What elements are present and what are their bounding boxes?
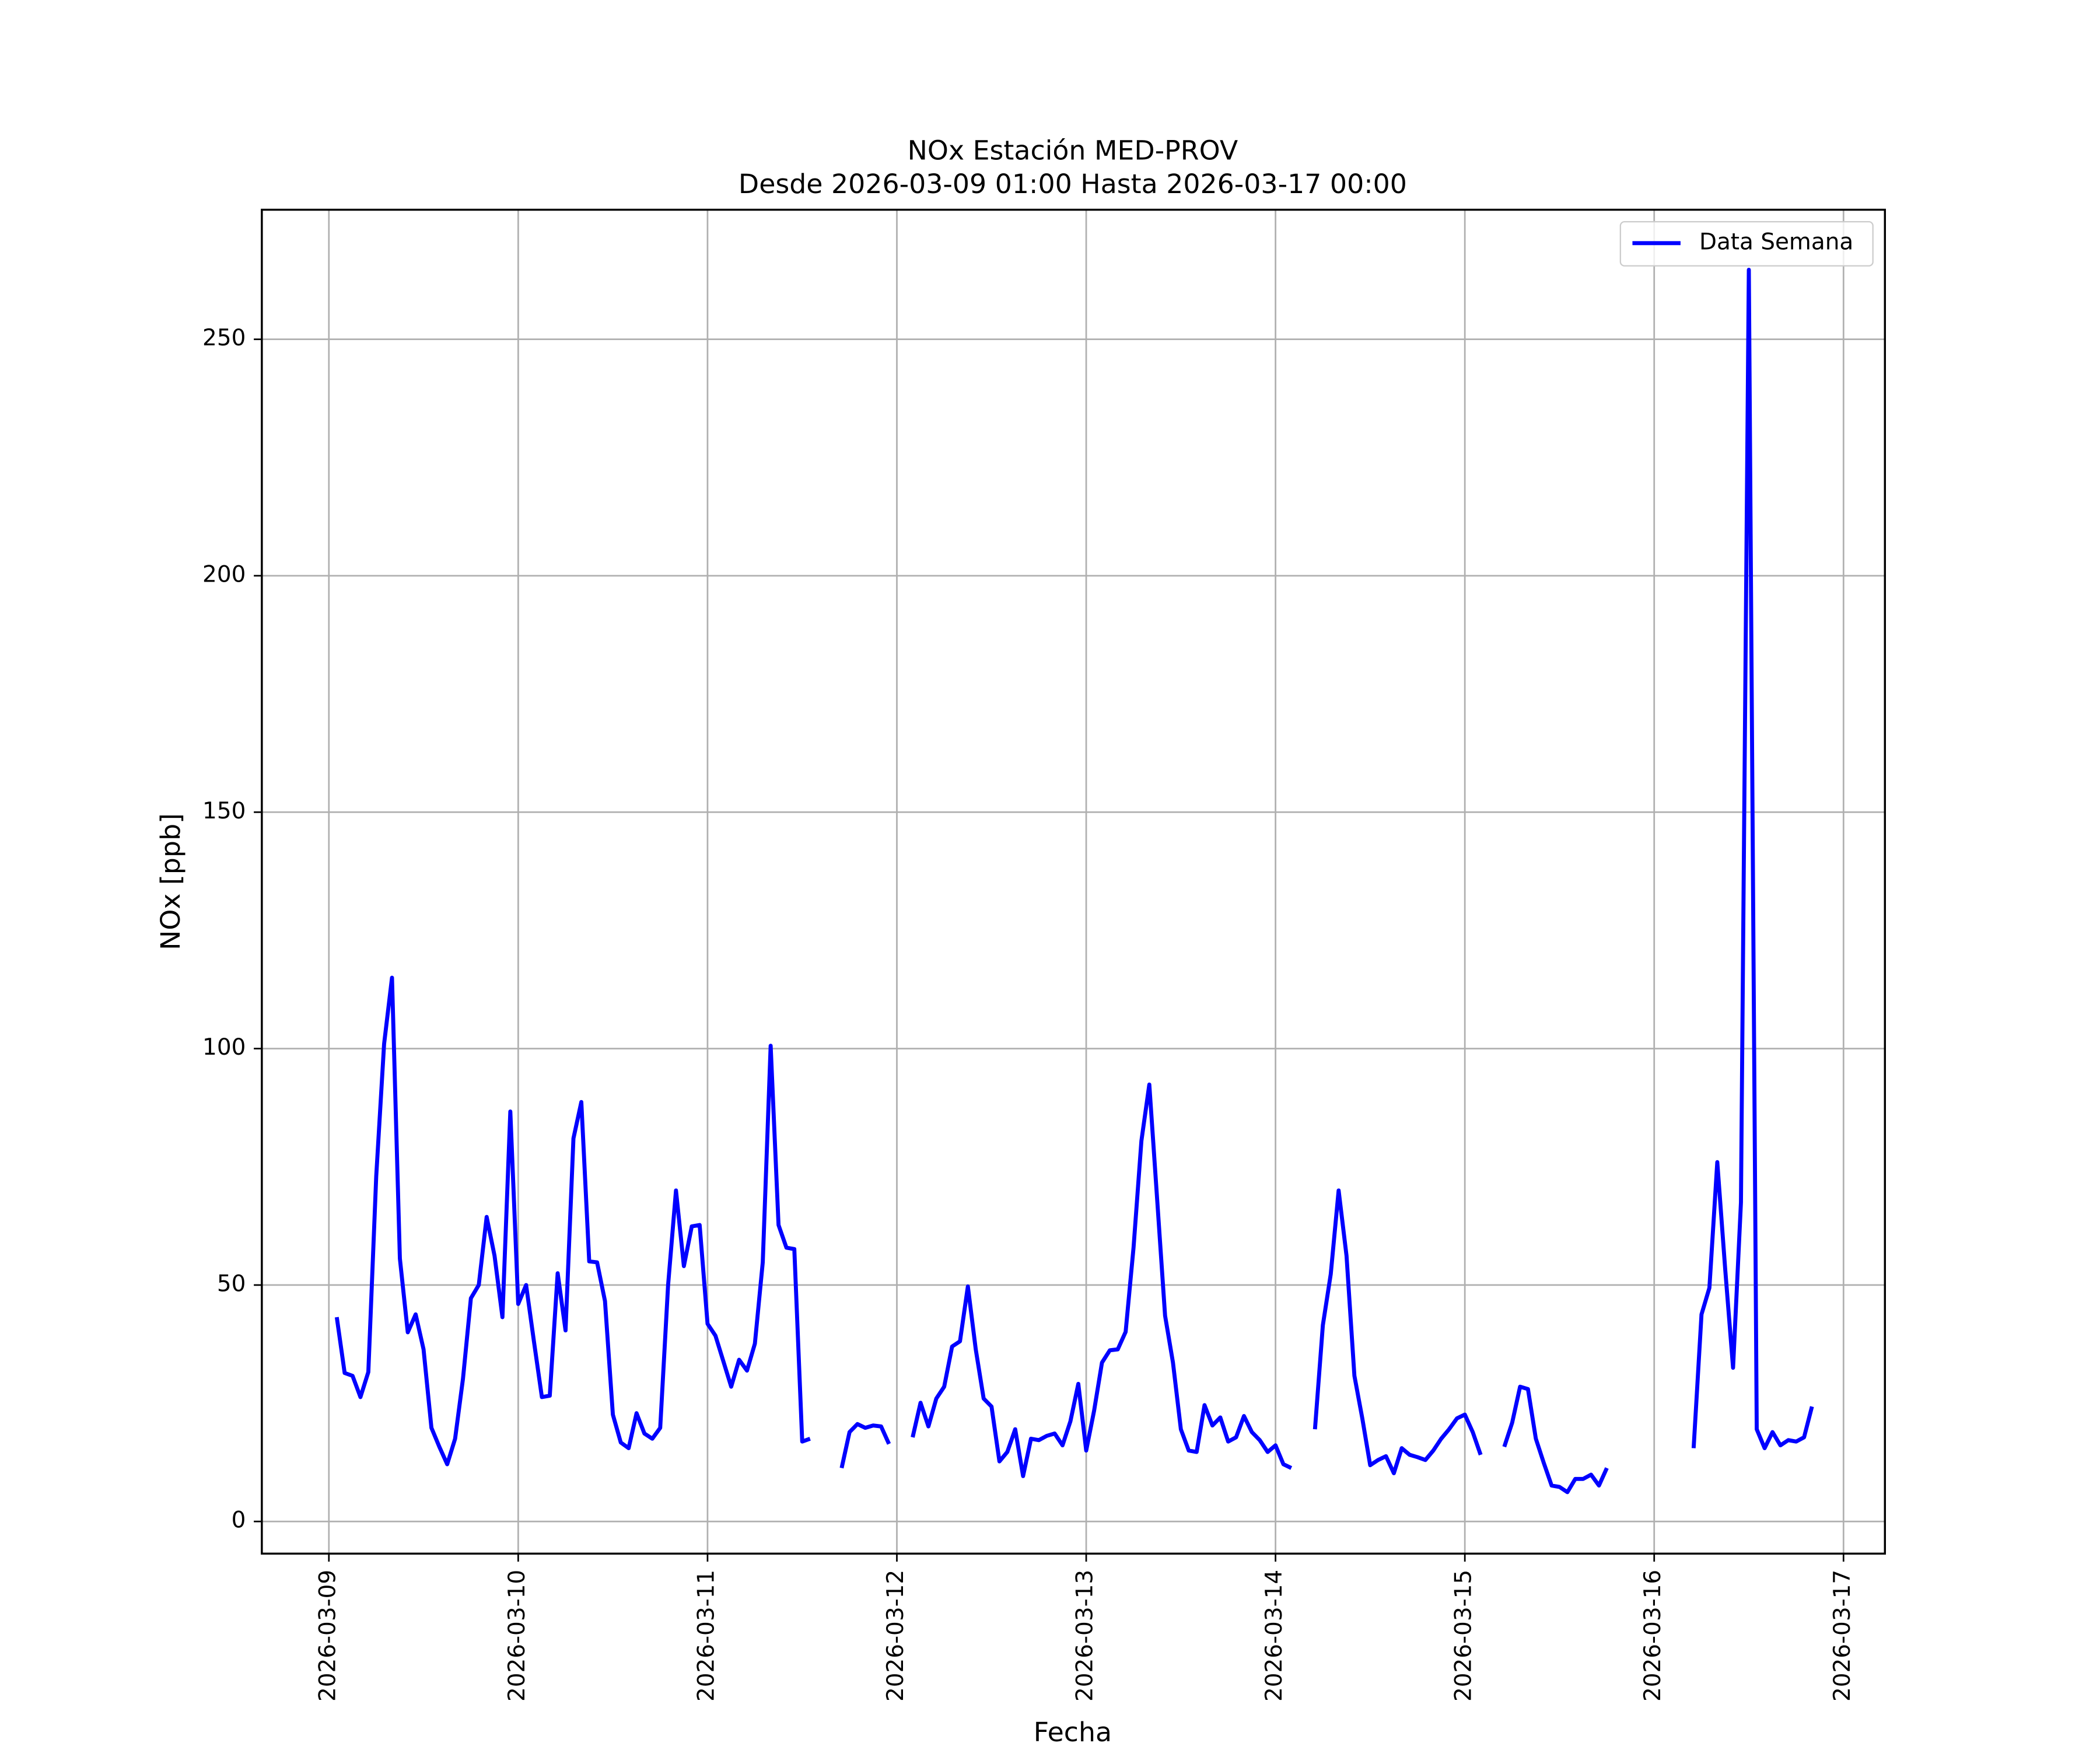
y-tick-label: 150 — [202, 798, 246, 824]
x-tick-label: 2026-03-16 — [1640, 1570, 1666, 1702]
legend-label: Data Semana — [1699, 229, 1853, 255]
x-tick-label: 2026-03-15 — [1451, 1570, 1477, 1702]
x-tick-label: 2026-03-14 — [1261, 1570, 1287, 1702]
plot-frame — [261, 208, 1887, 1555]
x-tick-label: 2026-03-12 — [883, 1570, 909, 1702]
y-tick-label: 250 — [202, 325, 246, 351]
x-tick-label: 2026-03-17 — [1829, 1570, 1856, 1702]
y-tick-label: 0 — [232, 1507, 246, 1534]
legend-box — [1619, 221, 1874, 267]
x-tick-label: 2026-03-09 — [314, 1570, 341, 1702]
chart-subtitle: Desde 2026-03-09 01:00 Hasta 2026-03-17 … — [738, 168, 1407, 200]
y-tick-label: 200 — [202, 561, 246, 587]
y-tick-label: 100 — [202, 1034, 246, 1060]
data-line — [334, 268, 1814, 1494]
x-axis-label: Fecha — [1034, 1716, 1112, 1748]
x-tick-label: 2026-03-13 — [1072, 1570, 1098, 1702]
y-axis-label: NOx [ppb] — [155, 813, 186, 950]
x-tick-label: 2026-03-11 — [693, 1570, 719, 1702]
y-tick-label: 50 — [217, 1270, 246, 1297]
chart-title: NOx Estación MED-PROV — [908, 135, 1238, 166]
x-tick-label: 2026-03-10 — [504, 1570, 530, 1702]
